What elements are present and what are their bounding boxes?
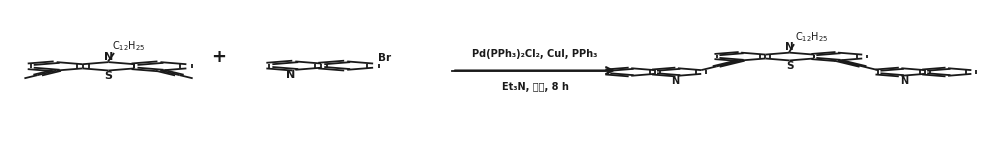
Text: Br: Br [378,53,391,63]
Text: Et₃N, 回流, 8 h: Et₃N, 回流, 8 h [502,82,568,92]
Text: S: S [105,71,113,81]
Text: +: + [211,48,226,66]
Text: N: N [671,76,679,86]
Text: N: N [104,52,113,62]
Text: C$_{12}$H$_{25}$: C$_{12}$H$_{25}$ [795,30,828,44]
Text: Pd(PPh₃)₂Cl₂, CuI, PPh₃: Pd(PPh₃)₂Cl₂, CuI, PPh₃ [472,49,598,59]
Text: S: S [786,61,793,71]
Text: N: N [900,76,908,86]
Text: N: N [785,42,794,52]
Text: N: N [286,70,295,80]
Text: C$_{12}$H$_{25}$: C$_{12}$H$_{25}$ [112,39,145,53]
